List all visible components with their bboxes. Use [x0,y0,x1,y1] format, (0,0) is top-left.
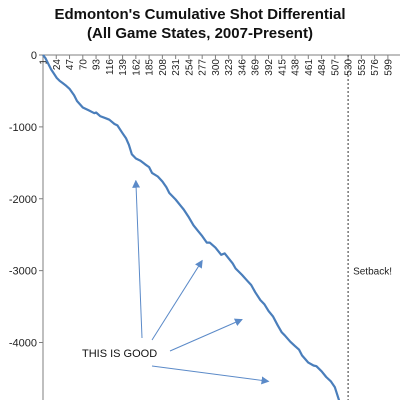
x-tick-label: 599 [383,59,394,76]
annotation-arrow [151,259,203,341]
x-tick-label: 254 [184,59,195,76]
x-tick-label: 70 [78,59,89,71]
axes-layer: 0 -1000 -2000 -3000 -4000 1 24 47 70 93 116 139 162 1… [9,50,400,400]
x-tick-label: 576 [370,59,381,76]
x-tick-label: 438 [291,59,302,76]
x-tick-label: 415 [277,59,288,76]
x-tick-label: 553 [357,59,368,76]
x-tick-label: 47 [65,59,76,71]
annotation-text: THIS IS GOOD [82,348,157,360]
chart-subtitle-line: (All Game States, 2007-Present) [87,25,313,42]
x-tick-label: 530 [344,59,355,76]
series-line [42,54,341,400]
y-tick-label: -4000 [9,338,37,350]
x-tick-label: 507 [330,59,341,76]
annotation-arrow [151,365,270,385]
x-tick-label: 323 [224,59,235,76]
annotation-layer: THIS IS GOOD [82,179,270,385]
x-tick-label: 116 [105,59,116,75]
x-tick-label: 369 [251,59,262,76]
x-tick-label: 162 [131,59,142,76]
x-tick-label: 392 [264,59,275,76]
chart-title: Edmonton's Cumulative Shot Differential … [0,5,400,43]
x-tick-label: 139 [118,59,129,76]
x-tick-label: 208 [158,59,169,76]
x-tick-label: 484 [317,59,328,76]
reference-line-label: Setback! [353,267,392,278]
x-tick-label: 231 [171,59,182,76]
x-tick-label: 1 [39,59,50,65]
y-tick-label: -3000 [9,266,37,278]
x-tick-label: 461 [304,59,315,76]
x-tick-label: 346 [237,59,248,76]
reference-line-layer: Setback! [347,55,392,400]
x-tick-label: 24 [52,59,63,71]
x-tick-label: 277 [198,59,209,76]
x-tick-label: 93 [92,59,103,71]
annotation-arrow [169,318,243,352]
y-tick-label: -2000 [9,194,37,206]
series-layer [42,54,341,400]
x-tick-label: 300 [211,59,222,76]
y-tick-label: -1000 [9,122,37,134]
y-tick-label: 0 [31,50,37,62]
x-tick-label: 185 [145,59,156,76]
annotation-arrow [132,179,143,339]
chart-title-line: Edmonton's Cumulative Shot Differential [54,6,346,23]
